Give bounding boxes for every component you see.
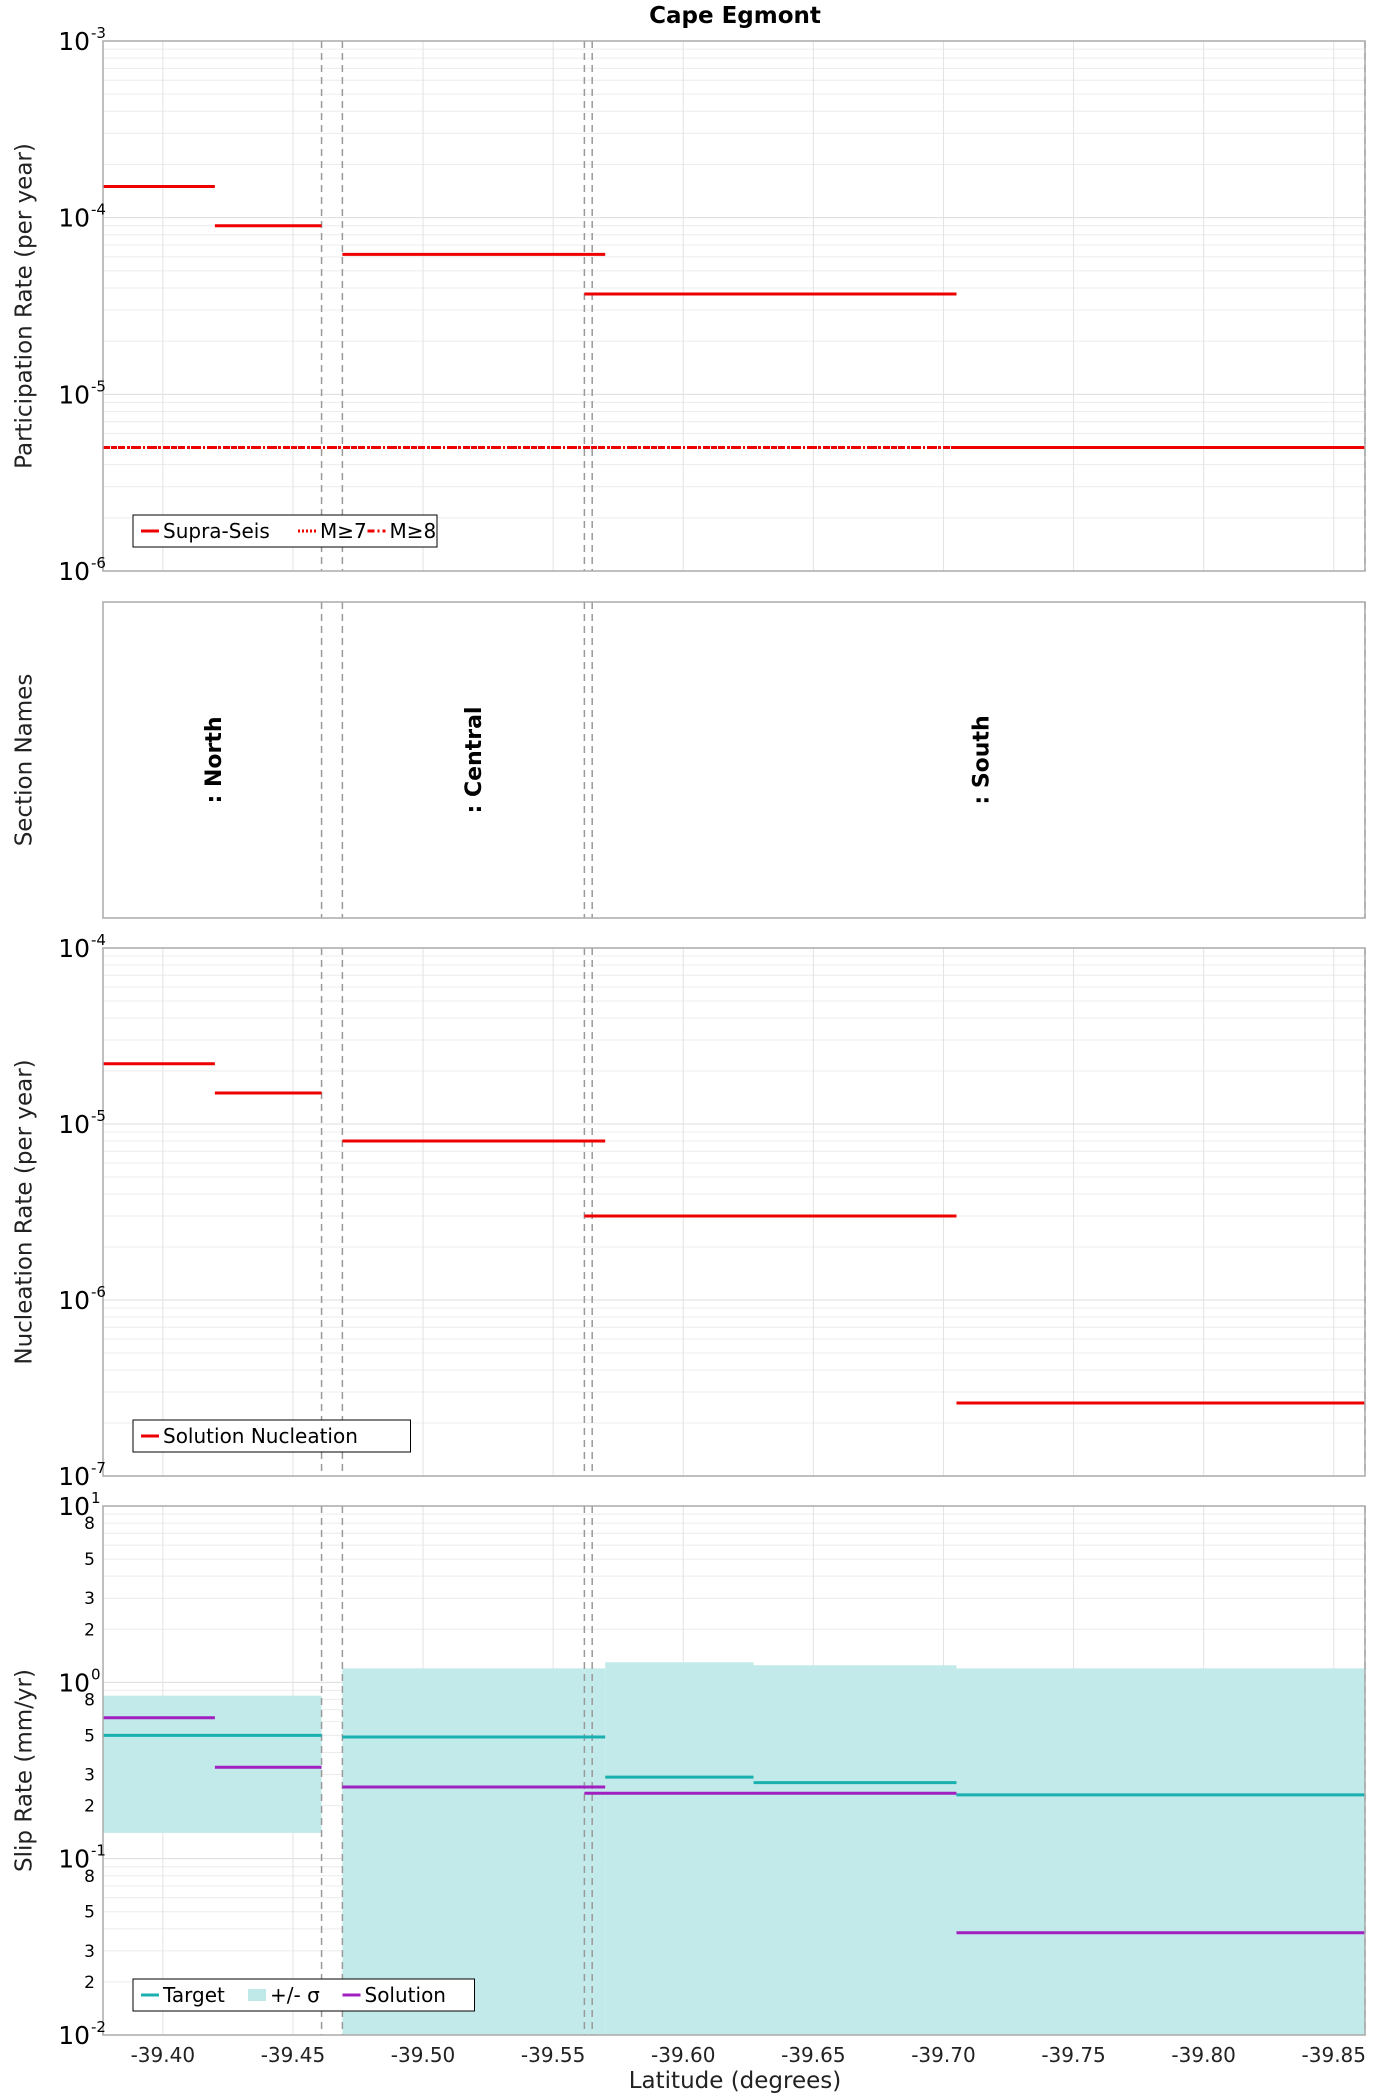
y-axis-label: Nucleation Rate (per year) bbox=[12, 1059, 38, 1364]
y-tick-exponent: 1 bbox=[91, 1489, 101, 1507]
y-tick-label: 10 bbox=[58, 204, 90, 233]
legend: Supra-Seis M≥7 M≥8 bbox=[132, 514, 438, 548]
y-tick-exponent: -3 bbox=[91, 24, 106, 42]
y-tick-label: 10 bbox=[58, 934, 90, 963]
y-tick-exponent: -6 bbox=[91, 1283, 106, 1301]
plot-frame bbox=[102, 947, 1366, 1477]
legend-box bbox=[132, 1978, 475, 2012]
legend-entry-label: +/- σ bbox=[270, 1983, 320, 2007]
y-tick-label: 10 bbox=[58, 1286, 90, 1315]
y-axis-label: Participation Rate (per year) bbox=[12, 143, 38, 469]
legend-box bbox=[132, 514, 438, 548]
y-minor-tick-label: 3 bbox=[84, 1589, 95, 1609]
x-tick-label: -39.50 bbox=[391, 2043, 455, 2067]
sigma-band-segment bbox=[753, 1665, 957, 2035]
plot-area bbox=[103, 602, 1365, 918]
section-name-label: : Central bbox=[462, 707, 487, 814]
legend-box bbox=[132, 1419, 411, 1453]
y-tick-label: 10 bbox=[58, 1110, 90, 1139]
sigma-band-segment bbox=[342, 1668, 585, 2035]
y-tick-label: 10 bbox=[58, 2021, 90, 2050]
sigma-band-segment bbox=[592, 1668, 606, 2035]
y-tick-exponent: -2 bbox=[91, 2018, 106, 2036]
y-axis-label: Section Names bbox=[12, 674, 38, 847]
x-tick-label: -39.75 bbox=[1041, 2043, 1105, 2067]
y-tick-exponent: -4 bbox=[91, 931, 106, 949]
legend-entry-label: M≥7 bbox=[320, 519, 367, 543]
y-tick-label: 10 bbox=[58, 27, 90, 56]
plot-area bbox=[103, 948, 1365, 1476]
x-tick-label: -39.85 bbox=[1302, 2043, 1366, 2067]
y-tick-label: 10 bbox=[58, 557, 90, 586]
x-tick-label: -39.45 bbox=[261, 2043, 325, 2067]
y-minor-tick-label: 2 bbox=[84, 1620, 95, 1640]
legend-entry-label: Solution Nucleation bbox=[163, 1424, 358, 1448]
y-minor-tick-label: 5 bbox=[84, 1903, 95, 1923]
y-tick-exponent: 0 bbox=[91, 1665, 101, 1683]
y-tick-exponent: -5 bbox=[91, 1107, 106, 1125]
y-tick-label: 10 bbox=[58, 1668, 90, 1697]
chart-panels: Participation Rate (per year)10 -610 -510-… bbox=[12, 24, 1367, 2067]
section-name-label: : South bbox=[969, 715, 994, 804]
y-tick-exponent: -5 bbox=[91, 377, 106, 395]
sigma-band-segment bbox=[956, 1668, 1365, 2035]
legend-entry-label: Supra-Seis bbox=[163, 519, 270, 543]
sigma-band-segment bbox=[584, 1668, 593, 2035]
legend-entry-label: M≥8 bbox=[390, 519, 437, 543]
legend-entry-label: Target bbox=[162, 1983, 225, 2007]
plot-area bbox=[103, 41, 1365, 571]
x-tick-label: -39.80 bbox=[1171, 2043, 1235, 2067]
sigma-band-segment bbox=[605, 1662, 754, 2035]
panel-sections: : North : Central : South Section Names bbox=[12, 601, 1366, 919]
y-tick-label: 10 bbox=[58, 380, 90, 409]
y-tick-label: 10 bbox=[58, 1462, 90, 1491]
x-tick-label: -39.60 bbox=[651, 2043, 715, 2067]
y-minor-tick-label: 3 bbox=[84, 1942, 95, 1962]
y-axis-label: Slip Rate (mm/yr) bbox=[12, 1669, 38, 1872]
x-tick-label: -39.55 bbox=[521, 2043, 585, 2067]
legend-entry-label: Solution bbox=[365, 1983, 446, 2007]
x-tick-label: -39.40 bbox=[131, 2043, 195, 2067]
legend: Target +/- σ Solution bbox=[132, 1978, 475, 2012]
plot-frame bbox=[102, 40, 1366, 572]
y-minor-tick-label: 2 bbox=[84, 1973, 95, 1993]
x-tick-label: -39.65 bbox=[781, 2043, 845, 2067]
panel-nucleation: Nucleation Rate (per year)10-710-610-510… bbox=[12, 931, 1366, 1491]
panel-participation: Participation Rate (per year)10 -610 -510-… bbox=[12, 24, 1366, 586]
legend-swatch-band bbox=[248, 1989, 266, 2001]
plot-frame bbox=[102, 601, 1366, 919]
y-tick-exponent: -1 bbox=[91, 1842, 106, 1860]
x-tick-label: -39.70 bbox=[911, 2043, 975, 2067]
y-minor-tick-label: 8 bbox=[84, 1514, 95, 1534]
y-minor-tick-label: 5 bbox=[84, 1726, 95, 1746]
y-tick-label: 10 bbox=[58, 1845, 90, 1874]
y-minor-tick-label: 5 bbox=[84, 1550, 95, 1570]
y-tick-exponent: -6 bbox=[91, 554, 106, 572]
y-minor-tick-label: 3 bbox=[84, 1766, 95, 1786]
plot-frame bbox=[102, 1505, 1366, 2036]
y-minor-tick-label: 8 bbox=[84, 1867, 95, 1887]
y-minor-tick-label: 2 bbox=[84, 1797, 95, 1817]
y-tick-exponent: -7 bbox=[91, 1459, 106, 1477]
x-axis-label: Latitude (degrees) bbox=[629, 2068, 842, 2094]
chart-title: Cape Egmont bbox=[649, 3, 821, 29]
y-minor-tick-label: 8 bbox=[84, 1690, 95, 1710]
section-name-label: : North bbox=[202, 716, 227, 803]
legend: Solution Nucleation bbox=[132, 1419, 411, 1453]
y-tick-label: 10 bbox=[58, 1492, 90, 1521]
y-tick-exponent: -4 bbox=[91, 201, 106, 219]
